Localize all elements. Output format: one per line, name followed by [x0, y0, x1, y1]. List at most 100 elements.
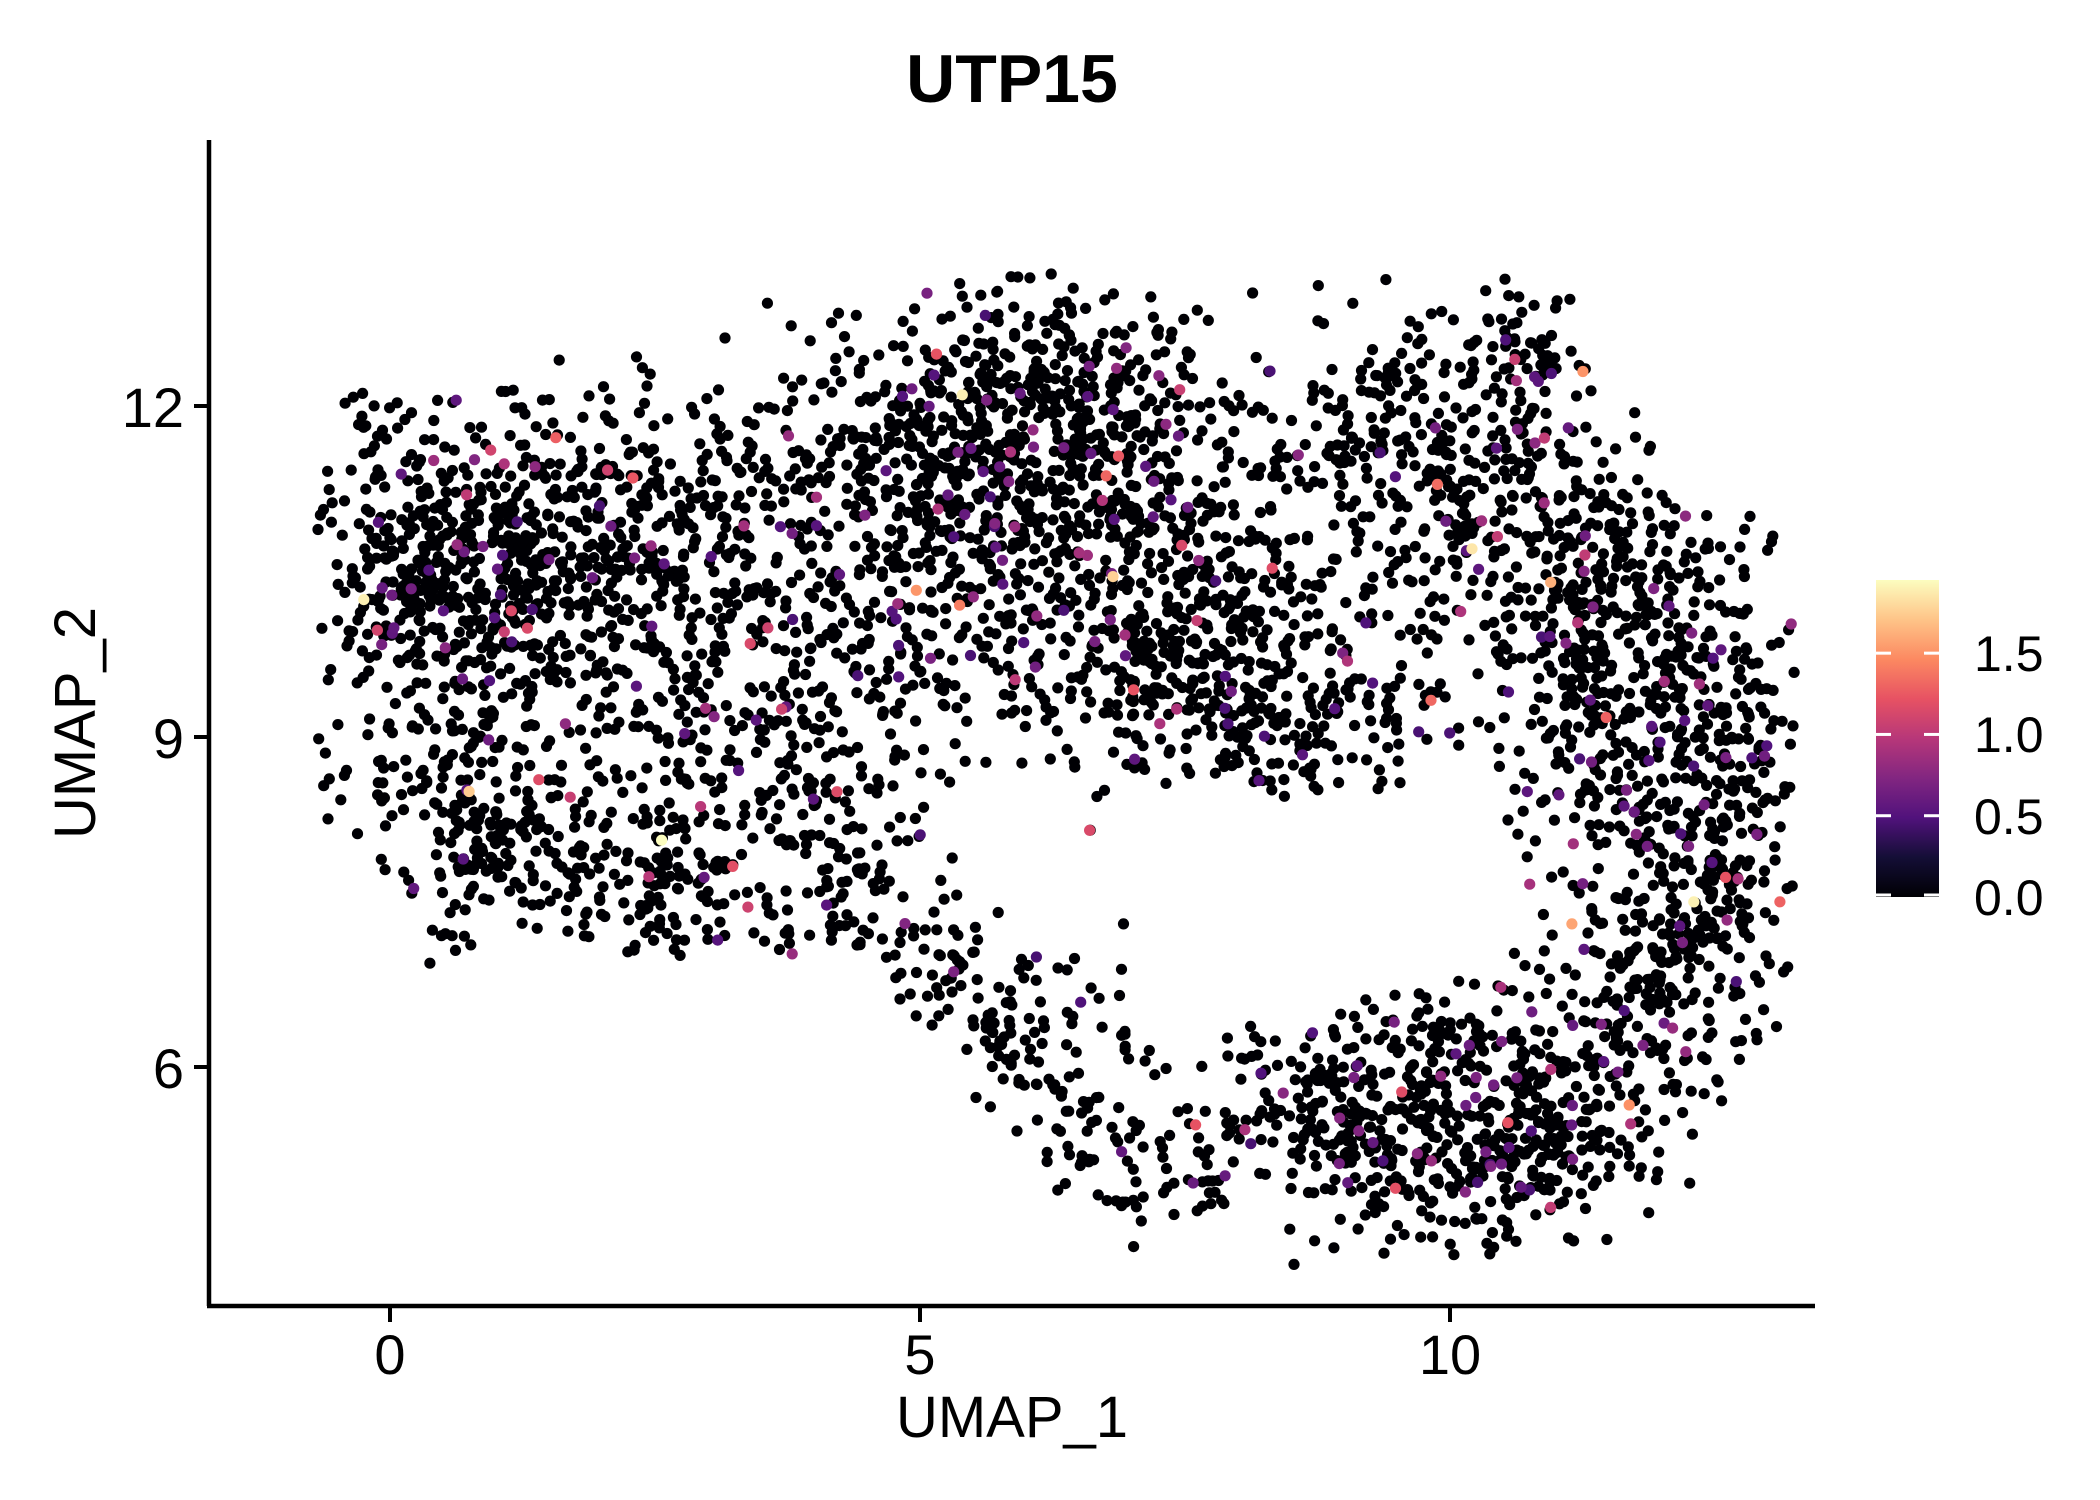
data-point: [693, 847, 705, 859]
data-point: [1396, 1123, 1409, 1135]
data-point: [1091, 656, 1103, 668]
data-point: [536, 394, 549, 406]
data-point: [940, 603, 952, 615]
data-point: [1535, 359, 1547, 371]
data-point: [821, 540, 833, 553]
data-point: [901, 355, 914, 367]
data-point: [1394, 777, 1406, 789]
data-point: [1703, 932, 1716, 944]
data-point: [1028, 558, 1040, 570]
data-point: [462, 591, 475, 604]
data-point: [1355, 364, 1368, 377]
data-point: [1125, 410, 1137, 422]
data-point: [401, 687, 413, 699]
data-point: [1447, 314, 1459, 326]
data-point: [388, 761, 400, 773]
data-point: [673, 524, 685, 536]
data-point: [1611, 607, 1623, 619]
data-point: [1266, 758, 1278, 770]
data-point: [1225, 622, 1237, 635]
data-point: [1060, 296, 1072, 308]
data-point: [1435, 1214, 1448, 1226]
data-point: [888, 483, 900, 496]
data-point: [1429, 564, 1441, 576]
data-point: [312, 523, 324, 536]
data-point: [362, 551, 374, 564]
data-point: [1765, 723, 1777, 735]
data-point: [504, 885, 516, 897]
data-point: [723, 551, 735, 564]
data-point: [1146, 395, 1158, 407]
data-point: [814, 724, 826, 736]
data-point: [475, 421, 488, 433]
data-point: [869, 422, 881, 434]
data-point: [1498, 712, 1510, 724]
data-point: [1326, 623, 1338, 635]
data-point: [670, 918, 682, 931]
data-point: [939, 462, 951, 474]
data-point: [1477, 1101, 1489, 1113]
data-point: [655, 899, 667, 911]
data-point: [1555, 491, 1567, 503]
data-point: [1068, 498, 1080, 510]
data-point: [689, 593, 702, 605]
data-point: [540, 472, 552, 484]
data-point: [1352, 535, 1364, 547]
data-point: [1192, 496, 1204, 508]
data-point: [403, 874, 415, 886]
data-point: [1379, 412, 1391, 424]
data-point: [1703, 1014, 1715, 1027]
data-point: [1324, 667, 1336, 679]
data-point: [1489, 1097, 1501, 1109]
data-point: [1481, 1237, 1493, 1249]
data-point: [1468, 978, 1481, 990]
data-point: [435, 782, 448, 794]
y-tick-label-12: 12: [122, 376, 184, 439]
data-point: [1400, 390, 1413, 402]
data-point: [1496, 1171, 1508, 1183]
data-point: [1217, 589, 1229, 601]
data-point: [416, 782, 428, 795]
data-point: [1213, 680, 1225, 692]
data-point: [364, 713, 376, 725]
data-point: [1017, 623, 1029, 635]
data-point: [1024, 1053, 1036, 1065]
data-point: [720, 521, 732, 533]
data-point: [1111, 709, 1124, 721]
data-point: [488, 527, 500, 539]
data-point: [1580, 576, 1592, 588]
data-point: [1125, 505, 1137, 517]
data-point: [942, 1003, 954, 1016]
data-point: [799, 668, 812, 681]
data-point: [1159, 397, 1171, 409]
data-point: [994, 610, 1006, 622]
data-point: [880, 491, 893, 503]
data-point: [1389, 989, 1401, 1001]
data-point: [1413, 480, 1425, 492]
data-point: [1222, 1050, 1234, 1062]
data-point: [1184, 682, 1196, 695]
data-point: [1580, 1103, 1592, 1115]
data-point: [1361, 696, 1373, 708]
data-point: [517, 535, 529, 547]
data-point: [638, 642, 650, 654]
data-point: [589, 594, 601, 606]
data-point: [1029, 339, 1041, 351]
data-point: [1390, 712, 1402, 725]
data-point: [1564, 741, 1577, 753]
data-point: [1271, 1059, 1284, 1071]
data-point: [1394, 629, 1406, 641]
data-point: [1014, 477, 1027, 489]
data-point: [1642, 506, 1654, 518]
data-point: [1659, 701, 1671, 713]
data-point: [499, 501, 511, 513]
x-tick-label-5: 5: [904, 1323, 935, 1386]
data-point: [814, 710, 827, 723]
data-point: [621, 667, 633, 680]
data-point: [654, 914, 666, 926]
data-point: [1533, 531, 1545, 543]
data-point: [1597, 604, 1609, 616]
data-point: [547, 417, 559, 429]
data-point: [1049, 1083, 1061, 1095]
data-point: [1130, 730, 1142, 742]
